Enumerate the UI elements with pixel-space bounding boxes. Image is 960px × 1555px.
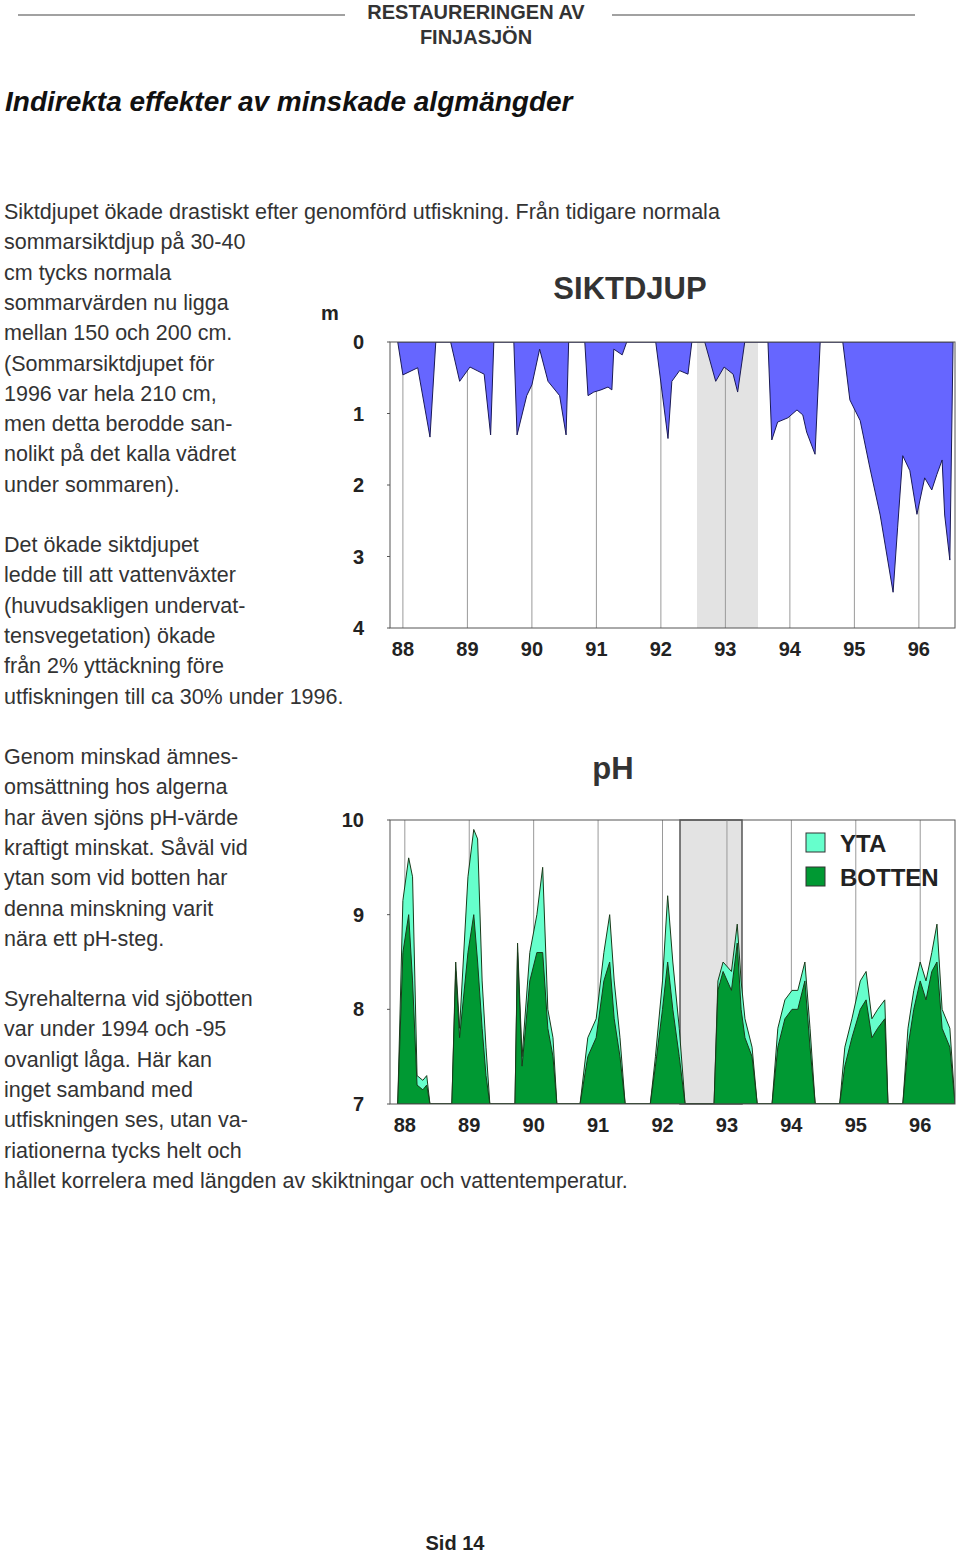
tick-label: 89 bbox=[456, 638, 478, 660]
chart: SIKTDJUP m0 1 2 3 4 88 89 90 91 92 93 94 95 96 bbox=[321, 271, 955, 661]
paragraph-line: Genom minskad ämnes- bbox=[4, 745, 238, 769]
plot-background bbox=[390, 820, 955, 1104]
plot-frame bbox=[390, 342, 955, 628]
paragraph-line: sommarsiktdjup på 30-40 bbox=[4, 230, 245, 254]
grid-line bbox=[725, 342, 726, 628]
tick-label: 92 bbox=[650, 638, 672, 660]
axis-label: m bbox=[321, 302, 339, 324]
paragraph-line: cm tycks normala bbox=[4, 261, 171, 285]
paragraph-line: Syrehalterna vid sjöbotten bbox=[4, 987, 253, 1011]
tick-label: 2 bbox=[353, 474, 364, 496]
paragraph-line: hållet korrelera med längden av skiktnin… bbox=[4, 1169, 628, 1193]
tick-mark bbox=[387, 413, 390, 414]
tick-mark bbox=[387, 1104, 390, 1105]
chart-title: pH bbox=[592, 751, 633, 786]
tick-label: 4 bbox=[353, 617, 365, 639]
paragraph-line: mellan 150 och 200 cm. bbox=[4, 321, 232, 345]
header-line: RESTAURERINGEN AV bbox=[367, 1, 585, 23]
page-number: Sid 14 bbox=[426, 1532, 486, 1554]
legend-swatch bbox=[806, 867, 825, 886]
header-line: FINJASJÖN bbox=[420, 26, 532, 48]
plot-background bbox=[390, 342, 955, 628]
tick-label: 89 bbox=[458, 1114, 480, 1136]
paragraph-line: nära ett pH-steg. bbox=[4, 927, 164, 951]
paragraph-line: omsättning hos algerna bbox=[4, 775, 228, 799]
tick-mark bbox=[387, 628, 390, 629]
paragraph-line: Siktdjupet ökade drastiskt efter genomfö… bbox=[4, 200, 720, 224]
shaded-period bbox=[697, 342, 758, 628]
paragraph-line: Det ökade siktdjupet bbox=[4, 533, 199, 557]
data-group bbox=[398, 342, 953, 592]
paragraph-line: ovanligt låga. Här kan bbox=[4, 1048, 212, 1072]
tick-label: 93 bbox=[714, 638, 736, 660]
tick-label: 94 bbox=[780, 1114, 803, 1136]
legend-label: YTA bbox=[840, 830, 886, 857]
tick-label: 96 bbox=[909, 1114, 931, 1136]
paragraph-line: nolikt på det kalla vädret bbox=[4, 442, 236, 466]
paragraph-line: men detta berodde san- bbox=[4, 412, 232, 436]
header: RESTAURERINGEN AV FINJASJÖN bbox=[18, 1, 915, 48]
tick-label: 94 bbox=[779, 638, 802, 660]
tick-mark bbox=[387, 914, 390, 915]
tick-label: 10 bbox=[342, 809, 364, 831]
tick-mark bbox=[387, 1009, 390, 1010]
tick-label: 8 bbox=[353, 998, 364, 1020]
tick-mark bbox=[387, 485, 390, 486]
legend-swatch bbox=[806, 833, 825, 852]
area bbox=[398, 342, 953, 592]
grid-line bbox=[402, 342, 403, 628]
tick-label: 7 bbox=[353, 1093, 364, 1115]
legend: YTA BOTTEN bbox=[806, 830, 939, 891]
paragraph-line: (huvudsakligen undervat- bbox=[4, 594, 245, 618]
legend-label: BOTTEN bbox=[840, 864, 939, 891]
tick-label: 88 bbox=[392, 638, 414, 660]
header-rule bbox=[18, 14, 345, 15]
tick-mark bbox=[387, 342, 390, 343]
data-group bbox=[398, 829, 955, 1104]
paragraph-line: under sommaren). bbox=[4, 473, 180, 497]
tick-label: 0 bbox=[353, 331, 364, 353]
tick-label: 92 bbox=[651, 1114, 673, 1136]
tick-label: 95 bbox=[845, 1114, 867, 1136]
paragraph-line: från 2% yttäckning före bbox=[4, 654, 224, 678]
paragraph-line: har även sjöns pH-värde bbox=[4, 806, 238, 830]
grid-line bbox=[467, 342, 468, 628]
paragraph-line: denna minskning varit bbox=[4, 897, 213, 921]
tick-label: 93 bbox=[716, 1114, 738, 1136]
tick-label: 9 bbox=[353, 904, 364, 926]
paragraph-line: (Sommarsiktdjupet för bbox=[4, 352, 214, 376]
tick-label: 3 bbox=[353, 546, 364, 568]
paragraph: Det ökade siktdjupet ledde till att vatte… bbox=[4, 533, 343, 709]
area bbox=[398, 915, 955, 1104]
tick-mark bbox=[387, 820, 390, 821]
tick-label: 91 bbox=[587, 1114, 609, 1136]
paragraph-line: utfiskningen ses, utan va- bbox=[4, 1108, 248, 1132]
tick-label: 95 bbox=[843, 638, 865, 660]
tick-label: 91 bbox=[585, 638, 607, 660]
paragraph-line: ytan som vid botten har bbox=[4, 866, 227, 890]
tick-label: 90 bbox=[523, 1114, 545, 1136]
paragraph-line: var under 1994 och -95 bbox=[4, 1017, 226, 1041]
paragraph-line: ledde till att vattenväxter bbox=[4, 563, 236, 587]
chart: pH78910888990919293949596YTABOTTEN bbox=[342, 751, 955, 1137]
paragraph-line: tensvegetation) ökade bbox=[4, 624, 216, 648]
paragraph-line: inget samband med bbox=[4, 1078, 193, 1102]
paragraph-line: 1996 var hela 210 cm, bbox=[4, 382, 217, 406]
paragraph-line: kraftigt minskat. Såväl vid bbox=[4, 836, 248, 860]
chart-title: SIKTDJUP bbox=[553, 271, 706, 306]
paragraph-line: utfiskningen till ca 30% under 1996. bbox=[4, 685, 343, 709]
paragraph-line: sommarvärden nu ligga bbox=[4, 291, 229, 315]
area bbox=[398, 829, 955, 1104]
page: RESTAURERINGEN AV FINJASJÖN Indirekta effe… bbox=[0, 0, 960, 1555]
tick-label: 1 bbox=[353, 403, 364, 425]
tick-label: 88 bbox=[394, 1114, 416, 1136]
tick-mark bbox=[387, 556, 390, 557]
page-title: Indirekta effekter av minskade algmängde… bbox=[5, 86, 575, 117]
paragraph: Genom minskad ämnes-omsättning hos alger… bbox=[4, 745, 248, 951]
tick-label: 90 bbox=[521, 638, 543, 660]
paragraph-line: riationerna tycks helt och bbox=[4, 1139, 242, 1163]
plot-frame bbox=[390, 820, 955, 1104]
header-rule bbox=[612, 14, 915, 15]
tick-label: 96 bbox=[908, 638, 930, 660]
